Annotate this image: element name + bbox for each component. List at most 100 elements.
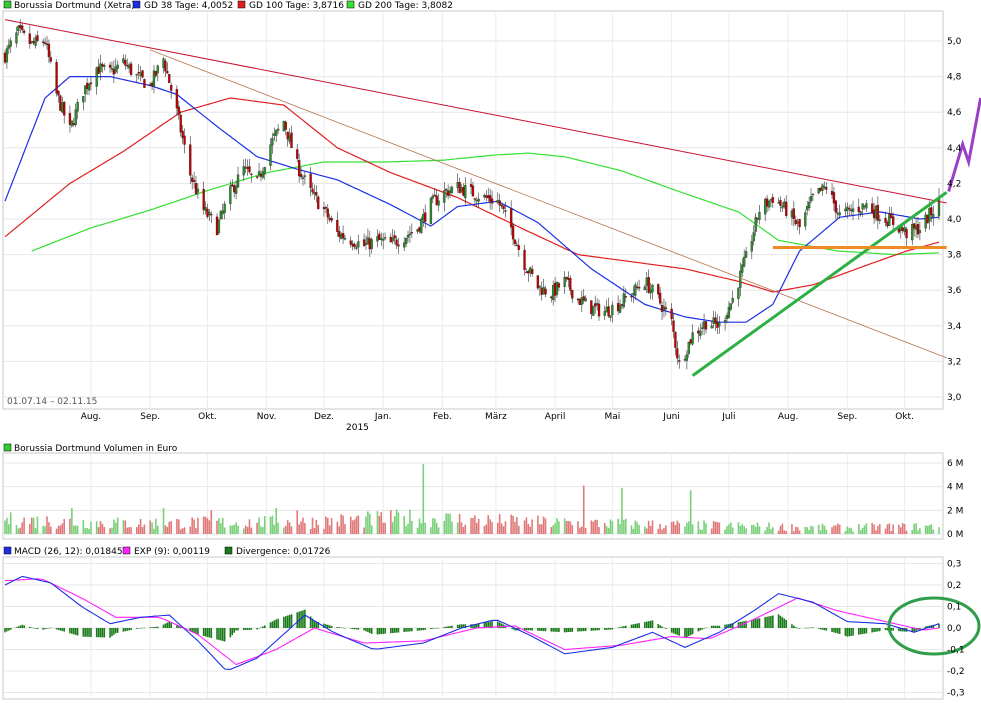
divergence-bar — [269, 622, 272, 628]
price-x-tick-label: Okt. — [895, 412, 914, 422]
volume-bar — [477, 518, 480, 534]
volume-bar — [636, 522, 639, 534]
volume-bar — [114, 522, 117, 534]
divergence-bar — [313, 620, 316, 628]
volume-bar — [514, 521, 516, 534]
candle-body — [273, 133, 276, 136]
candle-body — [553, 282, 557, 296]
divergence-bar — [370, 628, 373, 634]
candle-body — [250, 173, 253, 176]
volume-bar — [48, 522, 50, 534]
divergence-bar — [456, 624, 459, 628]
candle-body — [643, 286, 647, 291]
volume-bar — [554, 523, 556, 534]
volume-bar — [153, 528, 155, 534]
candle-body — [609, 315, 612, 318]
macd-y-tick-label: 0,1 — [947, 603, 961, 613]
divergence-bar — [376, 628, 379, 635]
divergence-bar — [411, 628, 413, 632]
candle-body — [744, 251, 748, 258]
divergence-bar — [149, 627, 151, 628]
volume-bar — [263, 516, 266, 534]
candle-body — [632, 293, 635, 295]
volume-bar — [95, 521, 98, 534]
divergence-bar — [718, 625, 721, 628]
divergence-bar — [113, 628, 115, 635]
divergence-bar — [701, 628, 703, 630]
volume-bar — [445, 513, 448, 534]
volume-bar — [718, 522, 721, 534]
price-x-tick-label: März — [485, 412, 507, 422]
legend-swatch-price — [3, 0, 12, 9]
volume-bar — [342, 515, 344, 534]
divergence-bar — [179, 626, 182, 628]
candle-body — [391, 237, 394, 242]
volume-bar — [221, 517, 224, 534]
divergence-bar — [193, 628, 195, 633]
candle-body — [328, 217, 331, 220]
candle-body — [861, 203, 864, 210]
divergence-bar — [926, 626, 929, 628]
price-x-tick-label: April — [545, 412, 566, 422]
candle-body — [876, 204, 880, 221]
volume-bar — [527, 523, 530, 534]
volume-bar — [544, 518, 547, 534]
volume-bar — [202, 516, 205, 534]
volume-bar — [57, 525, 60, 534]
volume-bar — [892, 524, 894, 534]
candle-body — [515, 244, 519, 247]
divergence-bar — [248, 628, 251, 630]
candle-body — [758, 212, 761, 220]
divergence-bar — [21, 624, 23, 628]
candle-body — [406, 235, 410, 238]
candle-body — [326, 208, 329, 218]
volume-bar — [369, 513, 371, 534]
volume-bar — [913, 523, 915, 534]
volume-bar — [611, 521, 614, 534]
divergence-bar — [445, 626, 448, 628]
divergence-bar — [244, 628, 247, 630]
volume-bar — [791, 524, 793, 534]
candle-body — [82, 96, 85, 103]
divergence-bar — [393, 628, 396, 633]
volume-bar — [496, 522, 499, 534]
volume-bar — [317, 524, 320, 534]
divergence-bar — [726, 624, 728, 628]
volume-bar — [464, 524, 467, 534]
candle-body — [754, 216, 757, 232]
candle-body — [872, 209, 876, 219]
volume-bar — [644, 526, 646, 534]
divergence-bar — [317, 621, 320, 628]
candle-body — [796, 221, 799, 224]
candle-body — [469, 184, 473, 187]
divergence-bar — [357, 628, 360, 630]
candle-body — [504, 210, 507, 212]
candle-body — [175, 88, 179, 109]
divergence-bar — [798, 628, 801, 629]
divergence-bar — [242, 628, 245, 631]
divergence-bar — [485, 622, 488, 628]
legend-label-volume: Borussia Dortmund Volumen in Euro — [14, 444, 178, 454]
divergence-bar — [772, 615, 774, 628]
volume-bar — [649, 525, 652, 534]
volume-bar — [248, 519, 251, 534]
price-x-tick-label: Okt. — [198, 412, 217, 422]
volume-bar — [449, 513, 451, 534]
candle-body — [849, 209, 853, 212]
candle-body — [284, 121, 287, 130]
volume-bar — [758, 526, 761, 534]
volume-bar — [328, 525, 331, 534]
volume-bar — [523, 520, 526, 534]
divergence-bar — [326, 624, 329, 628]
divergence-bar — [764, 617, 766, 628]
candle-body — [248, 166, 251, 173]
volume-bar — [552, 525, 554, 534]
divergence-bar — [420, 628, 423, 631]
volume-bar — [235, 522, 237, 534]
candle-body — [616, 303, 620, 312]
volume-bar — [857, 524, 860, 534]
divergence-bar — [743, 621, 745, 628]
volume-bar — [846, 526, 849, 534]
candle-body — [511, 225, 515, 240]
volume-bar — [500, 523, 503, 534]
